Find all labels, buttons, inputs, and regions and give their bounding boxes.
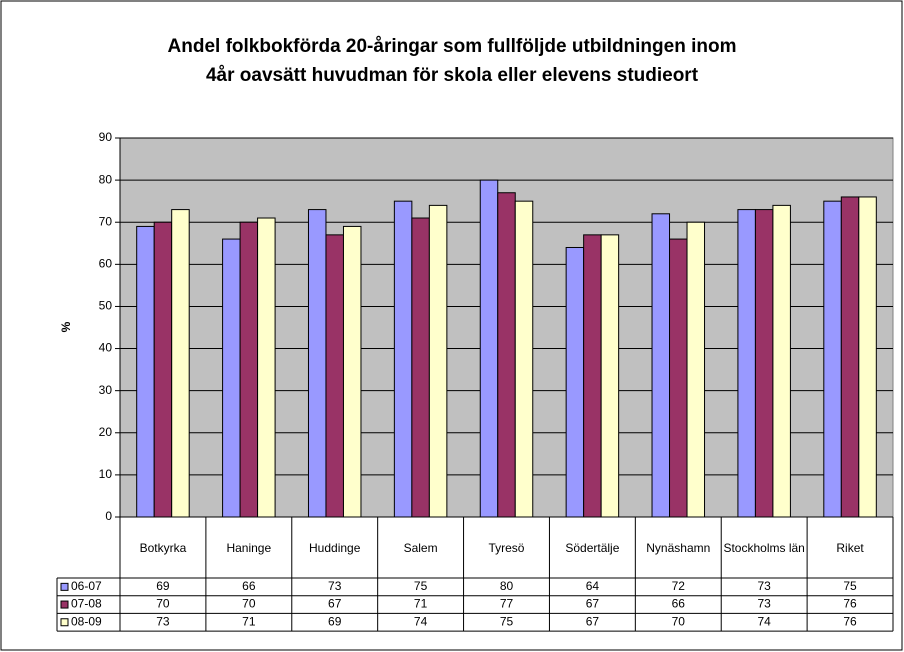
table-value: 72 <box>672 579 686 593</box>
table-value: 64 <box>586 579 600 593</box>
table-value: 73 <box>156 614 170 628</box>
legend-swatch <box>60 618 69 627</box>
x-tick-label: Salem <box>403 540 438 555</box>
bar <box>428 204 448 518</box>
table-value: 73 <box>328 579 342 593</box>
table-value: 77 <box>500 597 514 611</box>
bar <box>222 238 241 518</box>
legend-swatch <box>60 600 69 609</box>
y-tick-label: 10 <box>99 467 113 481</box>
bar <box>772 204 791 518</box>
bar <box>669 238 688 518</box>
y-tick-label: 90 <box>99 130 113 144</box>
chart-title: 4år oavsätt huvudman för skola eller ele… <box>206 65 699 86</box>
bar <box>171 209 190 518</box>
x-tick-label: Botkyrka <box>139 540 187 555</box>
y-tick-label: 70 <box>99 214 113 228</box>
bar <box>754 209 774 518</box>
bar <box>325 234 344 518</box>
x-tick-label: Huddinge <box>309 540 361 555</box>
chart-title: Andel folkbokförda 20-åringar som fullfö… <box>168 36 737 57</box>
y-tick-label: 80 <box>99 172 113 186</box>
legend-label: 06-07 <box>71 579 102 593</box>
table-value: 76 <box>843 614 857 628</box>
bar <box>307 209 327 518</box>
table-value: 71 <box>242 614 256 628</box>
table-value: 70 <box>672 614 686 628</box>
table-value: 67 <box>586 597 600 611</box>
legend-label: 07-08 <box>71 597 102 611</box>
bar <box>497 192 516 518</box>
bar <box>858 196 877 518</box>
x-tick-label: Riket <box>836 540 864 555</box>
y-tick-label: 40 <box>99 341 113 355</box>
bar <box>411 217 430 518</box>
y-tick-label: 0 <box>105 509 112 523</box>
bar <box>239 221 259 518</box>
y-tick-label: 50 <box>99 299 113 313</box>
bar <box>393 200 413 518</box>
table-value: 75 <box>843 579 857 593</box>
y-tick-label: 30 <box>99 383 113 397</box>
table-value: 69 <box>328 614 342 628</box>
table-value: 74 <box>414 614 428 628</box>
y-tick-label: 20 <box>99 425 113 439</box>
table-value: 67 <box>586 614 600 628</box>
bar <box>823 200 842 518</box>
table-value: 71 <box>414 597 428 611</box>
bar <box>565 246 585 518</box>
bar <box>257 217 276 518</box>
bar <box>136 225 155 518</box>
table-value: 69 <box>156 579 170 593</box>
bar <box>840 196 860 518</box>
table-value: 67 <box>328 597 342 611</box>
table-value: 66 <box>242 579 256 593</box>
x-tick-label: Nynäshamn <box>646 540 711 555</box>
x-tick-label: Stockholms län <box>723 540 805 555</box>
bar <box>600 234 620 518</box>
legend-swatch <box>60 582 69 591</box>
y-axis-label: % <box>59 321 73 332</box>
table-value: 70 <box>242 597 256 611</box>
table-value: 76 <box>843 597 857 611</box>
table-value: 74 <box>757 614 771 628</box>
table-value: 73 <box>757 597 771 611</box>
y-tick-label: 60 <box>99 257 113 271</box>
table-value: 66 <box>672 597 686 611</box>
x-tick-label: Södertälje <box>565 540 620 555</box>
table-value: 70 <box>156 597 170 611</box>
bar <box>651 213 671 518</box>
bar <box>479 179 499 518</box>
bar <box>583 234 602 518</box>
bar <box>737 209 756 518</box>
bar <box>153 221 173 518</box>
legend-label: 08-09 <box>71 614 102 628</box>
x-tick-label: Tyresö <box>488 540 525 555</box>
table-value: 75 <box>500 614 514 628</box>
bar <box>686 221 706 518</box>
table-value: 80 <box>500 579 514 593</box>
table-value: 73 <box>757 579 771 593</box>
table-value: 75 <box>414 579 428 593</box>
bar <box>342 225 362 518</box>
bar <box>514 200 534 518</box>
x-tick-label: Haninge <box>226 540 272 555</box>
